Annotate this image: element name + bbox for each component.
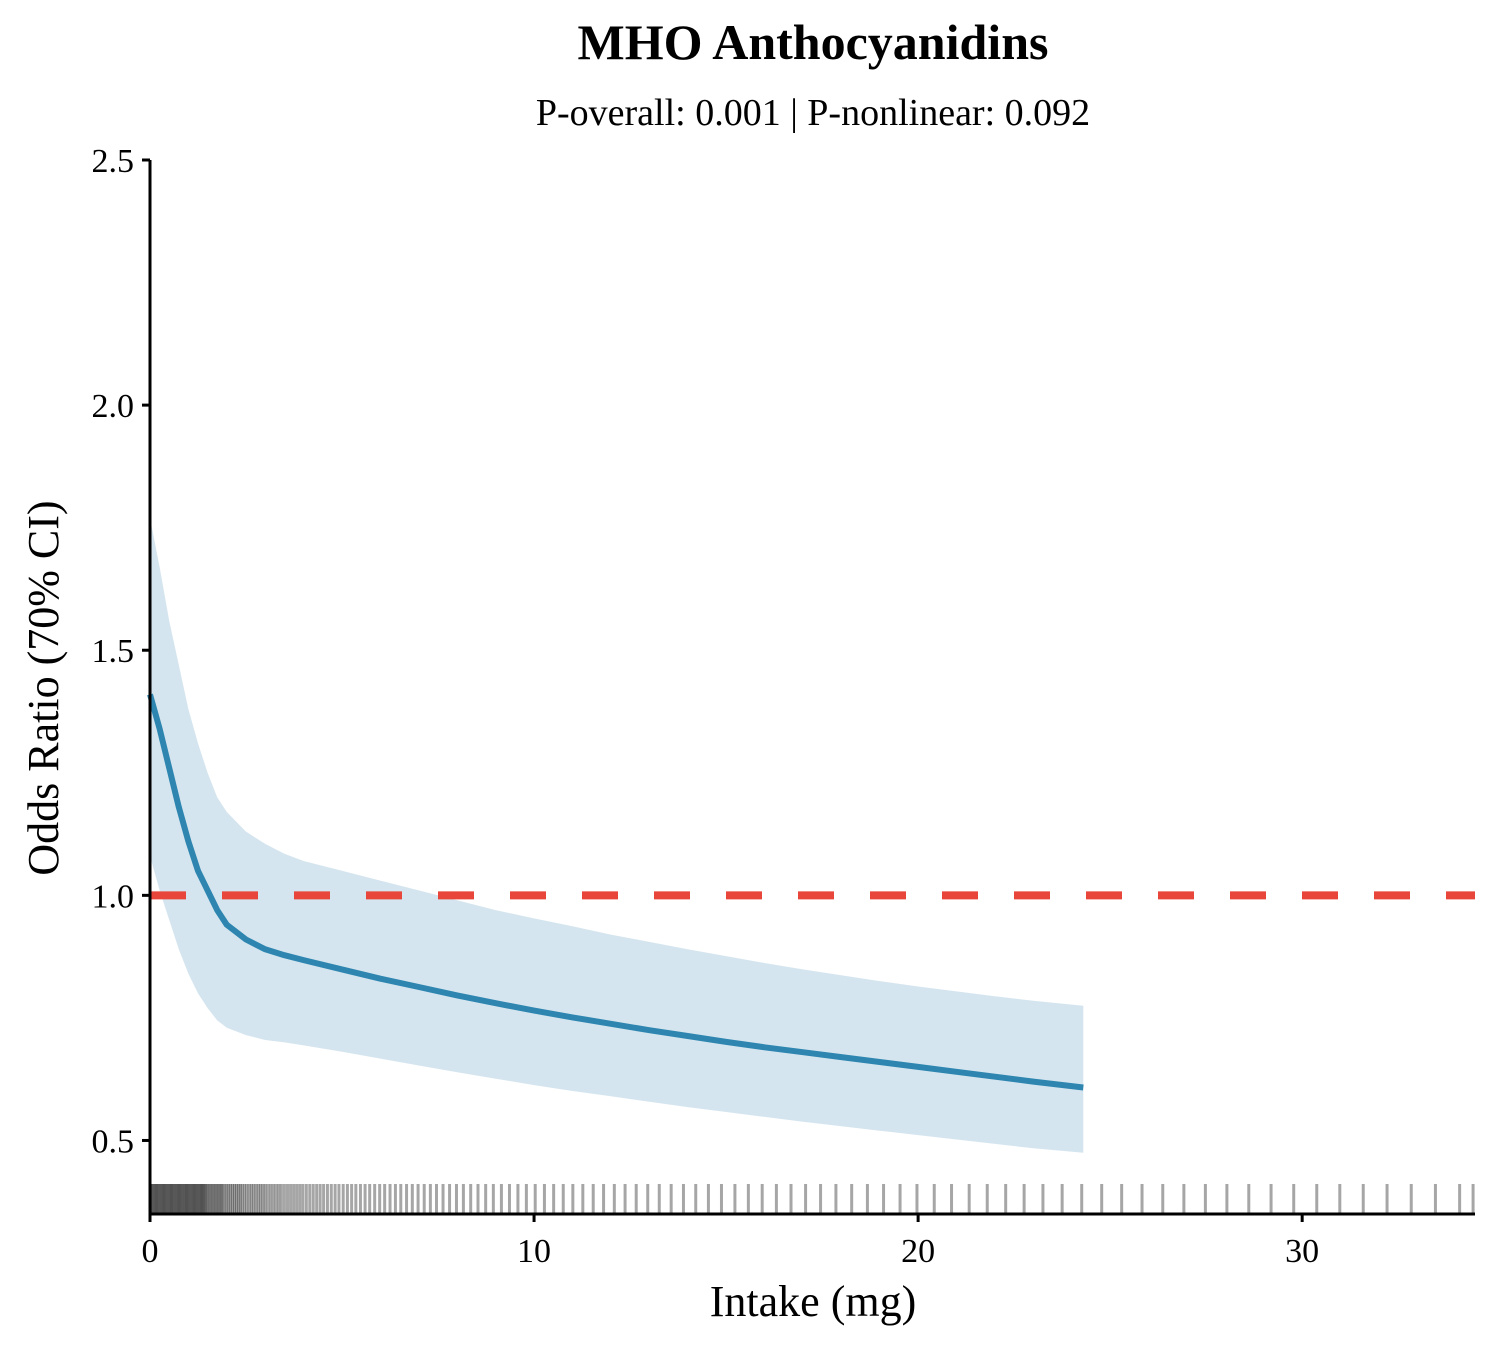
x-tick-label: 10 xyxy=(517,1233,551,1270)
x-tick-label: 0 xyxy=(142,1233,159,1270)
chart-title: MHO Anthocyanidins xyxy=(577,14,1049,70)
x-tick-label: 20 xyxy=(901,1233,935,1270)
y-tick-label: 1.5 xyxy=(92,633,135,670)
x-axis-label: Intake (mg) xyxy=(710,1277,916,1326)
axes-layer: 0.5 1.0 1.5 2.0 2.5 0 10 20 30 xyxy=(92,143,1475,1270)
estimate-line xyxy=(147,693,1084,1091)
y-tick-label: 0.5 xyxy=(92,1123,135,1160)
x-tick-label: 30 xyxy=(1285,1233,1319,1270)
y-tick-label: 2.5 xyxy=(92,143,135,180)
y-tick-label: 2.0 xyxy=(92,388,135,425)
rug-layer xyxy=(149,1184,1475,1214)
chart-subtitle: P-overall: 0.001 | P-nonlinear: 0.092 xyxy=(535,92,1091,134)
y-tick-label: 1.0 xyxy=(92,878,135,915)
ci-band xyxy=(150,517,1084,1153)
plot-area xyxy=(147,517,1475,1153)
y-axis-label: Odds Ratio (70% CI) xyxy=(19,500,68,875)
